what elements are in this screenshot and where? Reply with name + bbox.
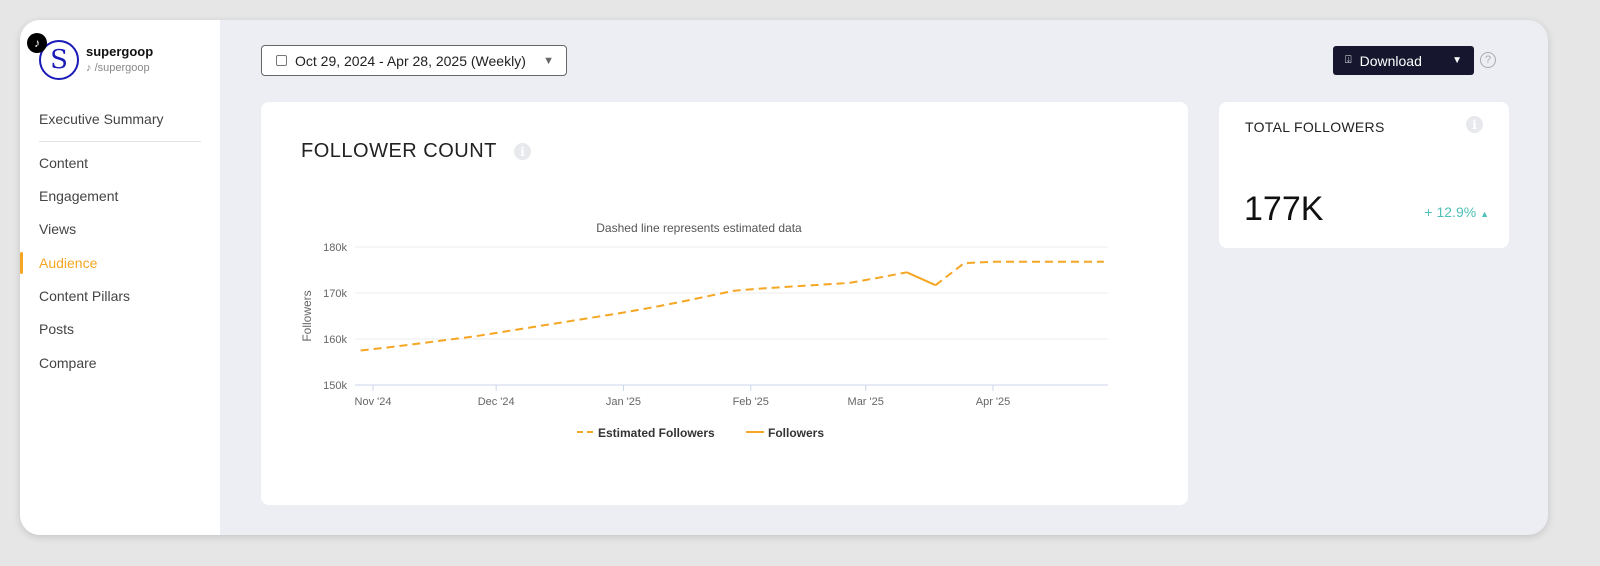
x-tick-label: Jan '25 bbox=[606, 396, 641, 408]
info-icon[interactable]: i bbox=[514, 143, 531, 160]
x-tick-label: Mar '25 bbox=[848, 396, 884, 408]
change-value: + 12.9% bbox=[1424, 204, 1477, 220]
sidebar-item-engagement[interactable]: Engagement bbox=[39, 188, 119, 204]
legend-label: Estimated Followers bbox=[598, 426, 715, 440]
sidebar: S ♪ supergoop ♪ /supergoop Executive Sum… bbox=[20, 20, 220, 535]
y-tick-label: 160k bbox=[323, 334, 347, 346]
sidebar-item-views[interactable]: Views bbox=[39, 221, 77, 237]
series-line-followers bbox=[906, 271, 936, 287]
handle-text: /supergoop bbox=[94, 62, 150, 74]
sidebar-item-executive-summary[interactable]: Executive Summary bbox=[39, 111, 164, 127]
download-button[interactable]: ⍗ Download ▼ bbox=[1333, 46, 1474, 75]
card-title: TOTAL FOLLOWERS bbox=[1245, 119, 1385, 135]
follower-chart: Dashed line represents estimated data Fo… bbox=[300, 221, 1108, 440]
change-indicator: + 12.9% ▲ bbox=[1424, 204, 1489, 220]
date-range-picker[interactable]: Oct 29, 2024 - Apr 28, 2025 (Weekly) ▼ bbox=[261, 45, 567, 76]
x-tick-label: Apr '25 bbox=[976, 396, 1011, 408]
info-icon[interactable]: i bbox=[1466, 116, 1483, 133]
app-window: S ♪ supergoop ♪ /supergoop Executive Sum… bbox=[20, 20, 1548, 535]
y-tick-label: 150k bbox=[323, 380, 347, 392]
y-tick-label: 180k bbox=[323, 242, 347, 254]
download-label: Download bbox=[1359, 52, 1422, 69]
help-icon[interactable]: ? bbox=[1480, 52, 1496, 68]
chevron-down-icon: ▼ bbox=[543, 54, 554, 67]
total-followers-card: TOTAL FOLLOWERS i 177K + 12.9% ▲ bbox=[1219, 102, 1509, 248]
sidebar-item-audience[interactable]: Audience bbox=[20, 252, 220, 274]
follower-count-card: FOLLOWER COUNT i Dashed line represents … bbox=[261, 102, 1188, 505]
y-axis-label: Followers bbox=[300, 290, 314, 341]
date-range-text: Oct 29, 2024 - Apr 28, 2025 (Weekly) bbox=[295, 52, 526, 69]
y-tick-label: 170k bbox=[323, 288, 347, 300]
tiktok-icon: ♪ bbox=[27, 33, 47, 53]
tiktok-icon: ♪ bbox=[86, 62, 95, 74]
sidebar-item-content-pillars[interactable]: Content Pillars bbox=[39, 288, 131, 304]
x-tick-label: Dec '24 bbox=[478, 396, 515, 408]
triangle-up-icon: ▲ bbox=[1480, 209, 1489, 219]
total-followers-value: 177K bbox=[1244, 190, 1324, 228]
download-icon: ⍗ bbox=[1345, 54, 1352, 66]
profile-handle: ♪ /supergoop bbox=[86, 62, 150, 74]
sidebar-item-posts[interactable]: Posts bbox=[39, 321, 75, 337]
chart-subtitle: Dashed line represents estimated data bbox=[596, 221, 802, 235]
x-tick-label: Feb '25 bbox=[733, 396, 769, 408]
profile-name: supergoop bbox=[86, 44, 154, 59]
calendar-icon bbox=[276, 55, 287, 66]
card-title: FOLLOWER COUNT bbox=[301, 140, 497, 162]
avatar-letter: S bbox=[50, 45, 68, 75]
x-tick-label: Nov '24 bbox=[355, 396, 392, 408]
series-line-estimated bbox=[360, 271, 907, 352]
legend: Estimated Followers Followers bbox=[577, 426, 824, 440]
avatar: S bbox=[39, 40, 79, 80]
legend-label: Followers bbox=[768, 426, 824, 440]
legend-item-estimated[interactable]: Estimated Followers bbox=[577, 426, 715, 440]
sidebar-item-content[interactable]: Content bbox=[39, 155, 89, 171]
series-line-estimated bbox=[934, 260, 1104, 286]
divider bbox=[39, 141, 201, 142]
caret-down-icon[interactable]: ▼ bbox=[1452, 55, 1462, 66]
sidebar-item-compare[interactable]: Compare bbox=[39, 355, 97, 371]
legend-item-followers[interactable]: Followers bbox=[746, 426, 824, 440]
